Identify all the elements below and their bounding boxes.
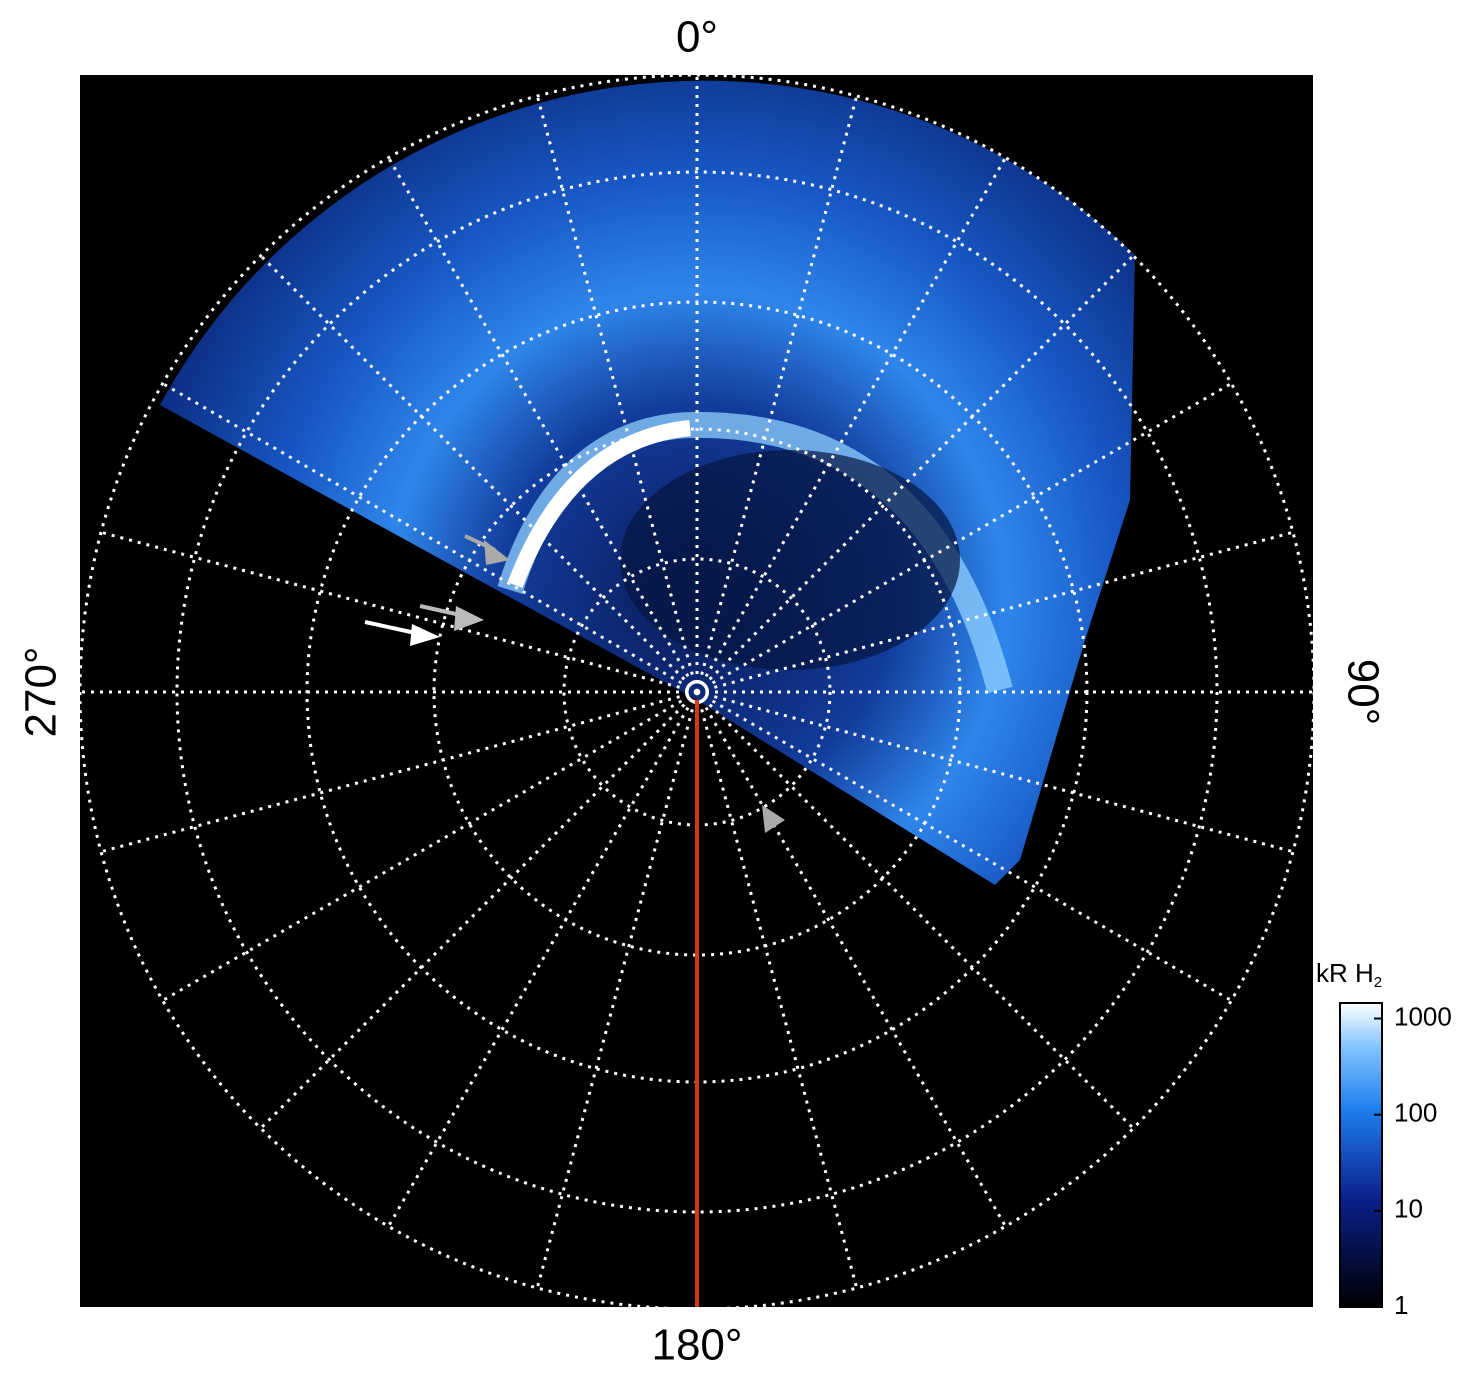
grid-spoke <box>696 382 1233 694</box>
angle-label: 90° <box>1338 659 1387 726</box>
grid-spoke <box>696 530 1294 694</box>
auroral-image <box>160 80 1135 885</box>
colorbar-title-text: kR H <box>1316 958 1374 988</box>
grid-spoke <box>259 254 699 694</box>
grid-spoke <box>100 530 698 694</box>
colorbar-tick-label: 1 <box>1394 1290 1408 1320</box>
colorbar <box>1339 1002 1383 1308</box>
grid-circle <box>78 73 1316 1311</box>
grid-spoke <box>161 690 698 1002</box>
grid-spoke <box>696 690 1294 854</box>
grid-spoke <box>696 690 1233 1002</box>
polar-region <box>620 450 960 670</box>
grid-spoke <box>695 691 1007 1228</box>
angle-label: 180° <box>651 1321 742 1370</box>
grid-spoke <box>695 254 1135 694</box>
bright-arc <box>507 420 691 588</box>
colorbar-ticks: 1 10 100 1000 <box>1374 1001 1452 1320</box>
grid-spoke <box>695 156 1007 693</box>
grid-spoke <box>387 691 699 1228</box>
angle-label: 270° <box>17 646 66 737</box>
grid-spoke <box>259 690 699 1130</box>
colorbar-tick-label: 1000 <box>1394 1001 1452 1031</box>
grid-spoke <box>535 95 699 693</box>
colorbar-title-subscript: 2 <box>1374 974 1382 991</box>
grid-spoke <box>161 382 698 694</box>
angle-label: 0° <box>676 13 718 62</box>
arrows <box>364 534 785 833</box>
colorbar-tick-label: 10 <box>1394 1194 1423 1224</box>
grid-spoke <box>695 691 859 1289</box>
grid-spoke <box>535 691 699 1289</box>
colorbar-tick-label: 100 <box>1394 1098 1437 1128</box>
grid-circle <box>175 170 1219 1214</box>
colorbar-title: kR H2 <box>1316 958 1382 991</box>
grid-spoke <box>387 156 699 693</box>
grid-spoke <box>695 95 859 693</box>
grid-spoke <box>695 690 1135 1130</box>
grid-spoke <box>100 690 698 854</box>
